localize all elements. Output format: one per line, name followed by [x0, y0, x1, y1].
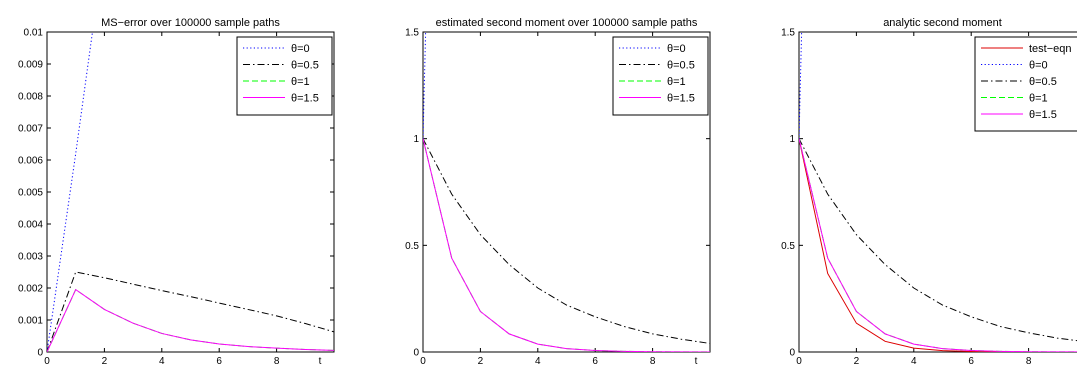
legend-label: θ=1	[667, 76, 686, 88]
legend-label: θ=1.5	[1029, 109, 1057, 121]
x-tick-label: 6	[216, 356, 222, 366]
series-line	[799, 138, 1077, 352]
series-group	[799, 32, 1077, 352]
legend-box	[974, 36, 1077, 132]
y-tick-label: 1.5	[405, 28, 419, 39]
legend-label: θ=0.5	[667, 60, 695, 72]
legend: θ=0 θ=0.5 θ=1 θ=1.5	[612, 36, 709, 116]
y-tick-label: 0.5	[781, 241, 795, 252]
y-tick-label: 0.006	[18, 156, 43, 167]
x-axis-label: t	[319, 356, 322, 366]
legend-label: θ=0	[291, 43, 310, 55]
series-line	[799, 138, 1077, 352]
legend-label: θ=0	[667, 43, 686, 55]
y-tick-label: 0.01	[24, 28, 44, 39]
legend: test−eqn θ=0 θ=0.5 θ=1 θ=1.5	[974, 36, 1077, 132]
y-tick-label: 0.007	[18, 124, 43, 135]
series-line	[47, 271, 334, 352]
x-tick-label: 4	[535, 356, 541, 366]
x-tick-label: 0	[44, 356, 50, 366]
series-line	[799, 138, 1077, 352]
y-tick-label: 0.004	[18, 220, 43, 231]
legend-label: θ=0	[1029, 60, 1048, 72]
legend-label: θ=0.5	[291, 60, 319, 72]
y-tick-label: 0	[37, 348, 43, 359]
series-line	[423, 138, 710, 352]
x-tick-label: 4	[911, 356, 917, 366]
legend-label: θ=1.5	[667, 93, 695, 105]
chart-2: estimated second moment over 100000 samp…	[405, 17, 711, 366]
x-axis-label: t	[695, 356, 698, 366]
y-tick-label: 0.005	[18, 188, 43, 199]
series-line	[799, 138, 1077, 342]
series-line	[423, 32, 427, 139]
y-tick-label: 1	[413, 134, 419, 145]
x-tick-label: 6	[968, 356, 974, 366]
chart-title: MS−error over 100000 sample paths	[101, 17, 280, 29]
plot-frame	[798, 31, 1077, 353]
legend-label: test−eqn	[1029, 43, 1072, 55]
x-tick-label: 2	[854, 356, 860, 366]
legend-label: θ=0.5	[1029, 76, 1057, 88]
chart-title: analytic second moment	[883, 17, 1002, 29]
chart-title: estimated second moment over 100000 samp…	[436, 17, 698, 29]
plot-frame	[422, 31, 711, 353]
y-tick-label: 1.5	[781, 28, 795, 39]
chart-1: MS−error over 100000 sample paths 0 2 4 6 8 t 0…	[18, 17, 335, 366]
y-tick-label: 0	[789, 348, 795, 359]
series-group	[47, 32, 334, 352]
series-line	[423, 138, 710, 352]
series-line	[799, 32, 803, 139]
legend-box	[612, 36, 709, 116]
x-tick-label: 8	[1026, 356, 1032, 366]
y-tick-label: 0.001	[18, 316, 43, 327]
x-tick-label: 0	[420, 356, 426, 366]
legend-label: θ=1	[1029, 93, 1048, 105]
x-tick-label: 2	[102, 356, 108, 366]
x-tick-label: 2	[478, 356, 484, 366]
legend-label: θ=1.5	[291, 93, 319, 105]
series-line	[47, 32, 93, 352]
y-tick-label: 1	[789, 134, 795, 145]
y-tick-label: 0.003	[18, 252, 43, 263]
legend-box	[236, 36, 333, 116]
y-tick-label: 0.008	[18, 92, 43, 103]
chart-3: analytic second moment 0 2 4 6 8 0 0.5 1 1.5 test−…	[781, 17, 1077, 366]
x-tick-label: 4	[159, 356, 165, 366]
legend-label: θ=1	[291, 76, 310, 88]
y-tick-label: 0	[413, 348, 419, 359]
x-tick-label: 0	[796, 356, 802, 366]
x-tick-label: 6	[592, 356, 598, 366]
series-line	[47, 288, 334, 352]
x-tick-label: 8	[650, 356, 656, 366]
series-line	[423, 138, 710, 344]
y-tick-label: 0.009	[18, 60, 43, 71]
y-tick-label: 0.002	[18, 284, 43, 295]
x-tick-label: 8	[274, 356, 280, 366]
series-group	[423, 32, 710, 352]
y-tick-label: 0.5	[405, 241, 419, 252]
legend: θ=0 θ=0.5 θ=1 θ=1.5	[236, 36, 333, 116]
